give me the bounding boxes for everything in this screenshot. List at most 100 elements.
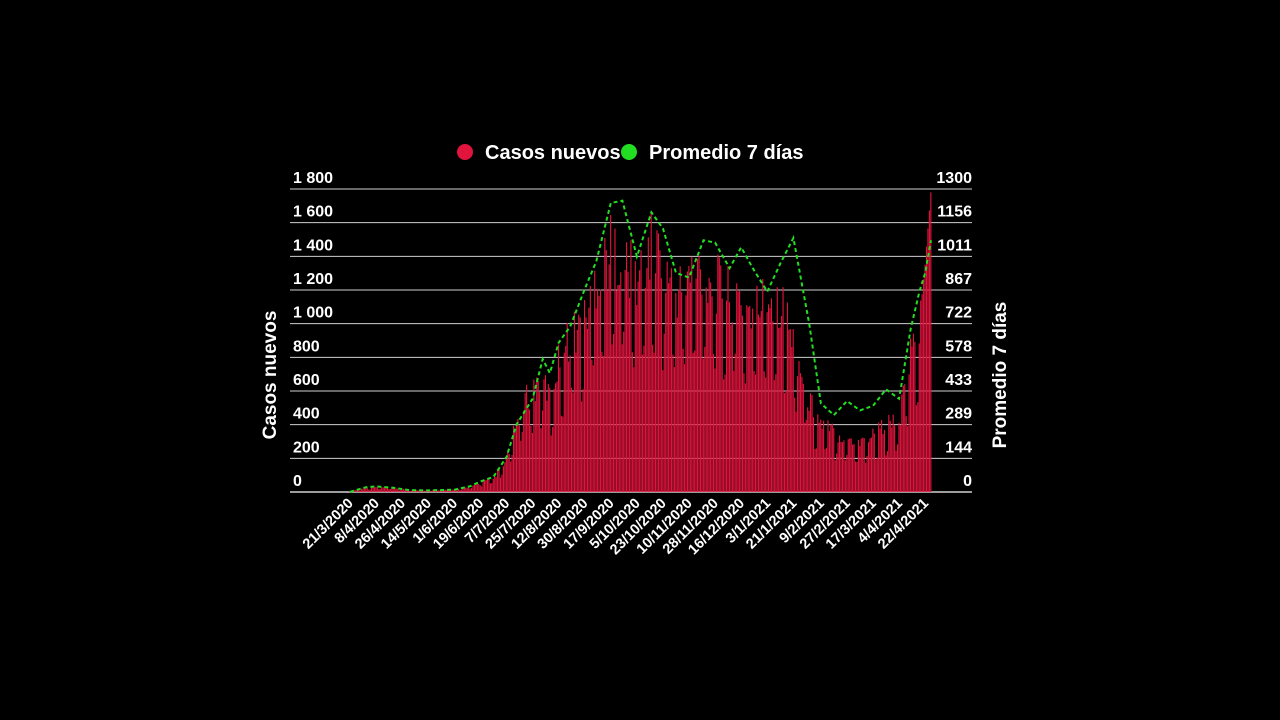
bar-casos-nuevos [588, 307, 590, 492]
bar-casos-nuevos [539, 392, 541, 492]
bar-casos-nuevos [468, 486, 470, 492]
bar-casos-nuevos [494, 475, 496, 492]
bar-casos-nuevos [562, 416, 564, 492]
bar-casos-nuevos [705, 287, 707, 492]
bar-casos-nuevos [488, 478, 490, 492]
legend-marker-promedio [621, 144, 637, 160]
bar-casos-nuevos [420, 491, 422, 492]
bar-casos-nuevos [666, 261, 668, 492]
bar-casos-nuevos [772, 321, 774, 492]
bar-casos-nuevos [749, 305, 751, 492]
bar-casos-nuevos [741, 315, 744, 492]
bar-casos-nuevos [694, 350, 696, 492]
bar-casos-nuevos [866, 455, 868, 492]
bar-casos-nuevos [479, 485, 481, 492]
bar-casos-nuevos [408, 490, 410, 492]
bar-casos-nuevos [620, 272, 622, 492]
bar-casos-nuevos [541, 410, 544, 492]
bar-casos-nuevos [482, 481, 484, 492]
bar-casos-nuevos [924, 264, 926, 492]
bar-casos-nuevos [398, 490, 400, 492]
bar-casos-nuevos [360, 488, 362, 492]
bar-casos-nuevos [785, 390, 787, 492]
bar-casos-nuevos [879, 428, 881, 492]
bar-casos-nuevos [439, 490, 441, 492]
bar-casos-nuevos [679, 266, 681, 492]
bar-casos-nuevos [827, 420, 829, 492]
bar-casos-nuevos [930, 192, 932, 492]
bar-casos-nuevos [739, 291, 741, 492]
bar-casos-nuevos [915, 405, 917, 492]
bar-casos-nuevos [862, 437, 864, 492]
bar-casos-nuevos [686, 271, 688, 492]
bar-casos-nuevos [505, 458, 507, 492]
bar-casos-nuevos [353, 490, 355, 492]
y-left-tick-label: 1 200 [293, 271, 333, 288]
bar-casos-nuevos [676, 317, 678, 492]
legend-label-casos: Casos nuevos [485, 142, 621, 164]
bar-casos-nuevos [715, 313, 717, 492]
x-axis-ticks: 21/3/20208/4/202026/4/202014/5/20201/6/2… [300, 496, 932, 559]
bar-casos-nuevos [375, 486, 377, 492]
bar-casos-nuevos [569, 355, 571, 492]
bar-casos-nuevos [372, 486, 374, 492]
bar-casos-nuevos [662, 370, 664, 492]
y-right-tick-label: 0 [963, 473, 972, 490]
bar-casos-nuevos [685, 295, 687, 492]
bar-casos-nuevos [878, 422, 880, 492]
bar-casos-nuevos [547, 383, 549, 492]
y-right-tick-label: 578 [945, 338, 972, 355]
bar-casos-nuevos [404, 489, 406, 492]
bar-casos-nuevos [491, 483, 493, 492]
bar-casos-nuevos [497, 470, 499, 492]
y-right-tick-label: 1300 [936, 170, 972, 187]
bar-casos-nuevos [566, 322, 568, 492]
bar-casos-nuevos [853, 444, 855, 492]
bar-casos-nuevos [475, 483, 477, 492]
bar-casos-nuevos [484, 480, 486, 492]
bar-casos-nuevos [704, 346, 706, 492]
bar-casos-nuevos [513, 425, 515, 492]
bar-casos-nuevos [823, 420, 825, 492]
bar-casos-nuevos [376, 487, 378, 492]
bar-casos-nuevos [804, 422, 806, 492]
bar-casos-nuevos [533, 379, 535, 492]
bar-casos-nuevos [570, 387, 573, 492]
bar-casos-nuevos [920, 300, 922, 492]
bar-casos-nuevos [637, 281, 639, 492]
bar-casos-nuevos [886, 451, 888, 492]
y-left-tick-label: 200 [293, 439, 320, 456]
bar-casos-nuevos [382, 487, 384, 492]
bar-casos-nuevos [808, 410, 810, 492]
bar-casos-nuevos [388, 488, 390, 492]
y-axis-right-title: Promedio 7 días [990, 302, 1011, 449]
bar-casos-nuevos [384, 487, 386, 492]
bar-casos-nuevos [834, 460, 836, 492]
bar-casos-nuevos [737, 291, 739, 492]
bar-casos-nuevos [883, 430, 886, 492]
bar-casos-nuevos [821, 428, 823, 492]
bar-casos-nuevos [707, 302, 709, 492]
bar-casos-nuevos [788, 329, 790, 492]
bar-casos-nuevos [799, 373, 802, 492]
bar-casos-nuevos [560, 415, 562, 492]
bar-casos-nuevos [373, 487, 376, 492]
bar-casos-nuevos [617, 285, 619, 492]
y-left-tick-label: 1 400 [293, 237, 333, 254]
bar-casos-nuevos [798, 361, 800, 492]
bar-casos-nuevos [356, 489, 358, 492]
bar-casos-nuevos [511, 454, 513, 492]
y-left-tick-label: 600 [293, 372, 320, 389]
bar-casos-nuevos [824, 449, 826, 492]
bar-casos-nuevos [701, 294, 703, 492]
bar-casos-nuevos [450, 490, 452, 492]
bar-casos-nuevos [618, 284, 620, 492]
bar-casos-nuevos [550, 435, 552, 492]
bar-casos-nuevos [556, 381, 558, 492]
bars-casos-nuevos [349, 192, 932, 493]
bar-casos-nuevos [904, 384, 906, 492]
bar-casos-nuevos [770, 298, 773, 492]
y-left-tick-label: 1 000 [293, 305, 333, 322]
bar-casos-nuevos [649, 279, 651, 492]
bar-casos-nuevos [359, 490, 361, 492]
